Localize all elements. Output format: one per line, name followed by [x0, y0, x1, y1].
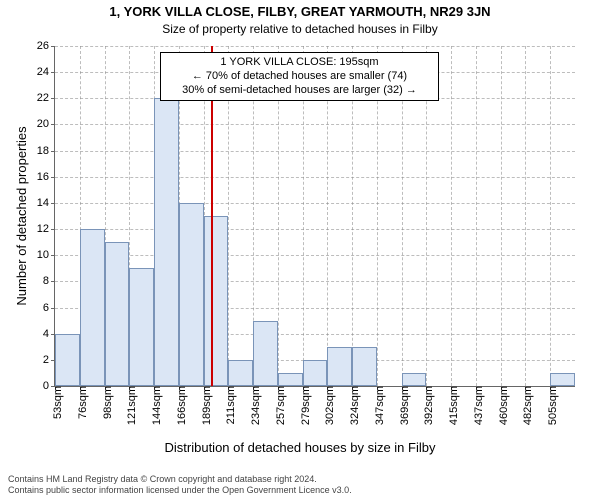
x-tick-label: 166sqm — [170, 386, 188, 425]
x-tick-label: 324sqm — [343, 386, 361, 425]
x-tick-label: 121sqm — [120, 386, 138, 425]
histogram-bar — [154, 98, 179, 386]
footer-attribution: Contains HM Land Registry data © Crown c… — [8, 474, 352, 497]
grid-horizontal — [55, 151, 575, 152]
y-tick-mark — [51, 46, 55, 47]
annotation-smaller: ← 70% of detached houses are smaller (74… — [167, 70, 432, 84]
histogram-bar — [278, 373, 303, 386]
y-tick-mark — [51, 177, 55, 178]
footer-line-1: Contains HM Land Registry data © Crown c… — [8, 474, 352, 485]
x-tick-label: 257sqm — [269, 386, 287, 425]
histogram-bar — [253, 321, 278, 386]
y-tick-mark — [51, 203, 55, 204]
grid-vertical — [501, 46, 502, 386]
histogram-bar — [352, 347, 377, 386]
x-tick-label: 189sqm — [195, 386, 213, 425]
y-tick-mark — [51, 229, 55, 230]
histogram-bar — [129, 268, 154, 386]
chart: 1, YORK VILLA CLOSE, FILBY, GREAT YARMOU… — [0, 0, 600, 500]
x-tick-label: 505sqm — [541, 386, 559, 425]
grid-horizontal — [55, 229, 575, 230]
y-tick-mark — [51, 308, 55, 309]
x-tick-label: 144sqm — [145, 386, 163, 425]
histogram-bar — [55, 334, 80, 386]
histogram-bar — [303, 360, 328, 386]
annotation-larger: 30% of semi-detached houses are larger (… — [167, 84, 432, 98]
x-tick-label: 392sqm — [417, 386, 435, 425]
plot-area: 0246810121416182022242653sqm76sqm98sqm12… — [54, 46, 575, 387]
histogram-bar — [105, 242, 130, 386]
x-tick-label: 415sqm — [442, 386, 460, 425]
y-tick-mark — [51, 124, 55, 125]
x-tick-label: 234sqm — [244, 386, 262, 425]
grid-horizontal — [55, 46, 575, 47]
y-tick-mark — [51, 72, 55, 73]
footer-line-2: Contains public sector information licen… — [8, 485, 352, 496]
x-tick-label: 302sqm — [318, 386, 336, 425]
x-tick-label: 76sqm — [71, 386, 89, 419]
annotation-value: 1 YORK VILLA CLOSE: 195sqm — [167, 56, 432, 70]
chart-subtitle: Size of property relative to detached ho… — [0, 22, 600, 36]
x-tick-label: 437sqm — [467, 386, 485, 425]
x-axis-label: Distribution of detached houses by size … — [0, 440, 600, 455]
histogram-bar — [204, 216, 229, 386]
x-tick-label: 279sqm — [294, 386, 312, 425]
chart-title: 1, YORK VILLA CLOSE, FILBY, GREAT YARMOU… — [0, 4, 600, 19]
histogram-bar — [80, 229, 105, 386]
grid-horizontal — [55, 177, 575, 178]
x-tick-label: 460sqm — [492, 386, 510, 425]
grid-vertical — [550, 46, 551, 386]
y-axis-label: Number of detached properties — [14, 126, 29, 305]
x-tick-label: 369sqm — [393, 386, 411, 425]
grid-horizontal — [55, 124, 575, 125]
y-tick-mark — [51, 98, 55, 99]
grid-vertical — [451, 46, 452, 386]
x-tick-label: 482sqm — [516, 386, 534, 425]
histogram-bar — [402, 373, 427, 386]
x-tick-label: 211sqm — [219, 386, 237, 424]
grid-vertical — [525, 46, 526, 386]
x-tick-label: 347sqm — [368, 386, 386, 425]
x-tick-label: 98sqm — [96, 386, 114, 419]
grid-vertical — [476, 46, 477, 386]
histogram-bar — [327, 347, 352, 386]
histogram-bar — [228, 360, 253, 386]
histogram-bar — [550, 373, 575, 386]
grid-horizontal — [55, 255, 575, 256]
y-tick-mark — [51, 151, 55, 152]
y-tick-mark — [51, 281, 55, 282]
grid-horizontal — [55, 203, 575, 204]
histogram-bar — [179, 203, 204, 386]
annotation-box: 1 YORK VILLA CLOSE: 195sqm← 70% of detac… — [160, 52, 439, 101]
y-tick-mark — [51, 255, 55, 256]
x-tick-label: 53sqm — [46, 386, 64, 419]
